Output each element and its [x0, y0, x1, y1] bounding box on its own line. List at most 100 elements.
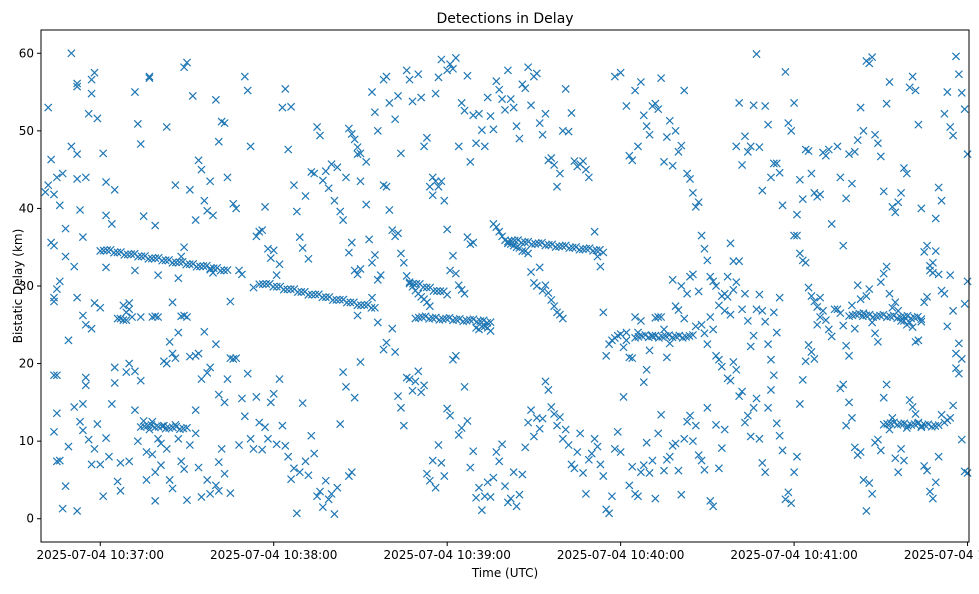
- point-42: [269, 282, 278, 291]
- point-926: [810, 297, 819, 306]
- point-8: [123, 250, 132, 259]
- point-852: [625, 481, 634, 490]
- point-871: [680, 434, 689, 443]
- point-605: [498, 232, 507, 241]
- point-814: [735, 98, 744, 107]
- point-874: [688, 437, 697, 446]
- point-268: [76, 417, 85, 426]
- point-457: [295, 468, 304, 477]
- point-1068: [957, 435, 966, 444]
- point-748: [706, 313, 715, 322]
- point-227: [99, 149, 108, 158]
- point-562: [373, 275, 382, 284]
- point-992: [868, 53, 877, 62]
- point-538: [535, 119, 544, 128]
- point-59: [328, 296, 337, 305]
- point-526: [500, 105, 510, 114]
- point-1065: [949, 401, 958, 410]
- point-259: [49, 427, 59, 436]
- point-78: [651, 331, 660, 340]
- point-276: [93, 420, 102, 429]
- point-292: [136, 376, 145, 385]
- point-240: [87, 324, 96, 333]
- point-43: [272, 282, 281, 291]
- point-434: [229, 354, 238, 363]
- point-482: [353, 143, 362, 152]
- point-614: [524, 249, 533, 258]
- point-919: [790, 231, 799, 240]
- point-610: [512, 243, 521, 252]
- point-954: [891, 298, 900, 307]
- y-tick-label: 30: [19, 279, 34, 293]
- point-222: [81, 173, 90, 182]
- point-890: [735, 392, 744, 401]
- point-128: [934, 421, 943, 430]
- point-397: [333, 163, 342, 172]
- point-325: [107, 219, 116, 228]
- point-943: [859, 309, 868, 318]
- point-569: [394, 229, 403, 238]
- point-459: [301, 457, 310, 466]
- point-589: [451, 269, 460, 278]
- point-368: [249, 283, 258, 292]
- point-892: [740, 418, 749, 427]
- point-756: [729, 285, 738, 294]
- point-208: [44, 181, 53, 190]
- point-651: [446, 411, 455, 420]
- point-804: [706, 272, 715, 281]
- point-429: [214, 390, 223, 399]
- point-523: [492, 77, 501, 86]
- point-730: [654, 313, 663, 322]
- point-819: [749, 101, 758, 110]
- point-230: [47, 238, 56, 247]
- point-398: [336, 207, 345, 216]
- point-879: [703, 403, 712, 412]
- point-12: [137, 252, 146, 261]
- x-axis-ticks: 2025-07-04 10:37:00 2025-07-04 10:38:00 20…: [37, 542, 979, 562]
- point-996: [879, 187, 888, 196]
- point-898: [758, 458, 767, 467]
- point-567: [388, 226, 397, 235]
- point-559: [365, 235, 374, 244]
- point-54: [311, 290, 320, 299]
- point-945: [865, 285, 874, 294]
- point-53: [307, 290, 316, 299]
- point-655: [457, 423, 466, 432]
- point-4: [109, 248, 119, 257]
- point-868: [671, 439, 680, 448]
- point-334: [145, 72, 154, 81]
- point-1070: [963, 468, 972, 477]
- point-676: [518, 470, 527, 479]
- point-474: [344, 472, 353, 481]
- point-998: [885, 77, 894, 87]
- point-1011: [923, 241, 932, 250]
- point-327: [119, 301, 128, 310]
- point-869: [674, 466, 683, 475]
- point-863: [657, 410, 666, 419]
- point-916: [810, 354, 819, 363]
- point-269: [78, 426, 87, 435]
- point-373: [263, 244, 272, 253]
- point-726: [642, 365, 651, 374]
- point-272: [81, 381, 90, 390]
- point-299: [154, 434, 163, 443]
- point-1040: [876, 446, 885, 455]
- point-669: [498, 440, 507, 449]
- point-287: [125, 359, 134, 368]
- point-422: [194, 349, 203, 358]
- point-672: [506, 494, 515, 503]
- point-643: [422, 469, 431, 478]
- point-47: [286, 285, 295, 294]
- point-181: [554, 242, 564, 251]
- point-1048: [899, 456, 908, 465]
- point-1035: [862, 506, 871, 515]
- point-699: [584, 455, 593, 464]
- point-296: [148, 417, 157, 426]
- y-tick-label: 20: [19, 357, 34, 371]
- point-456: [292, 509, 301, 518]
- point-490: [385, 98, 394, 107]
- point-810: [723, 272, 732, 281]
- point-545: [555, 169, 564, 178]
- point-1030: [847, 413, 856, 422]
- point-285: [116, 486, 125, 495]
